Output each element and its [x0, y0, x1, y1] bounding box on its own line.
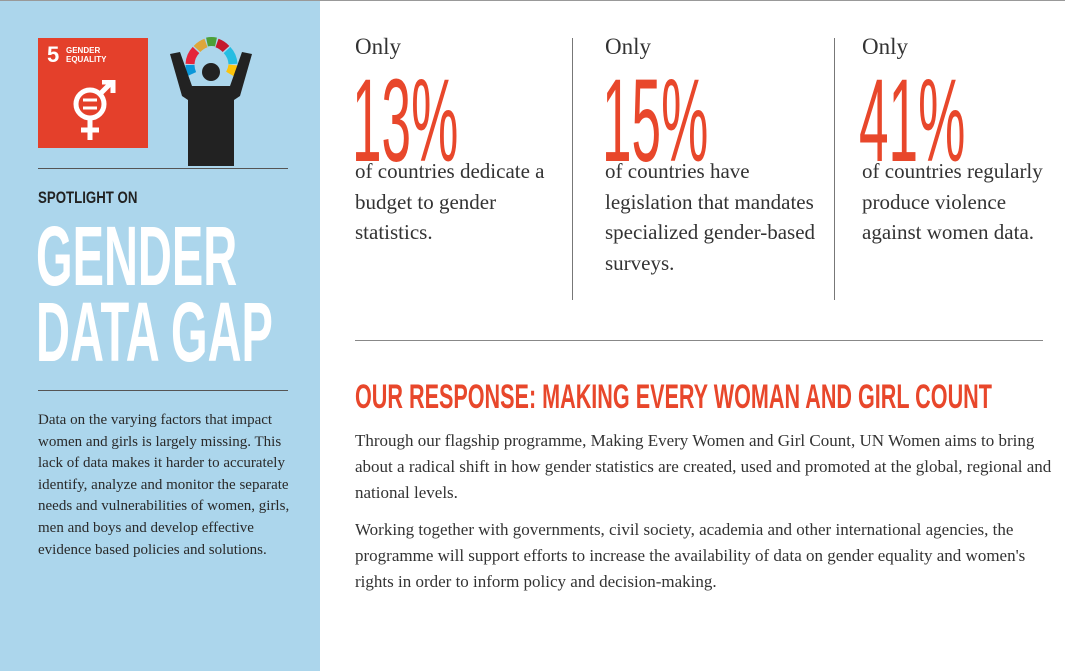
divider [38, 390, 288, 391]
badge-label: GENDER EQUALITY [66, 46, 106, 64]
stat-text: of countries have legislation that manda… [605, 156, 820, 278]
badge-number: 5 [47, 42, 59, 68]
section-heading: OUR RESPONSE: MAKING EVERY WOMAN AND GIR… [355, 378, 992, 417]
sdg-figure [160, 34, 260, 166]
sdg-badge: 5 GENDER EQUALITY [38, 38, 148, 148]
paragraph: Working together with governments, civil… [355, 517, 1055, 595]
top-border [0, 0, 1065, 1]
divider [355, 340, 1043, 341]
sidebar-body: Data on the varying factors that impact … [38, 410, 300, 561]
paragraph: Through our flagship programme, Making E… [355, 428, 1055, 506]
stat-text: of countries dedicate a budget to gender… [355, 156, 555, 248]
divider [572, 38, 573, 300]
divider [38, 168, 288, 169]
kicker: SPOTLIGHT ON [38, 188, 137, 208]
gender-symbol [68, 80, 118, 142]
divider [834, 38, 835, 300]
page: 5 GENDER EQUALITY SPOTLIGHT ON GENDER DA… [0, 0, 1065, 671]
stat-text: of countries regularly produce violence … [862, 156, 1047, 248]
sidebar-title: DATA GAP [36, 290, 273, 374]
